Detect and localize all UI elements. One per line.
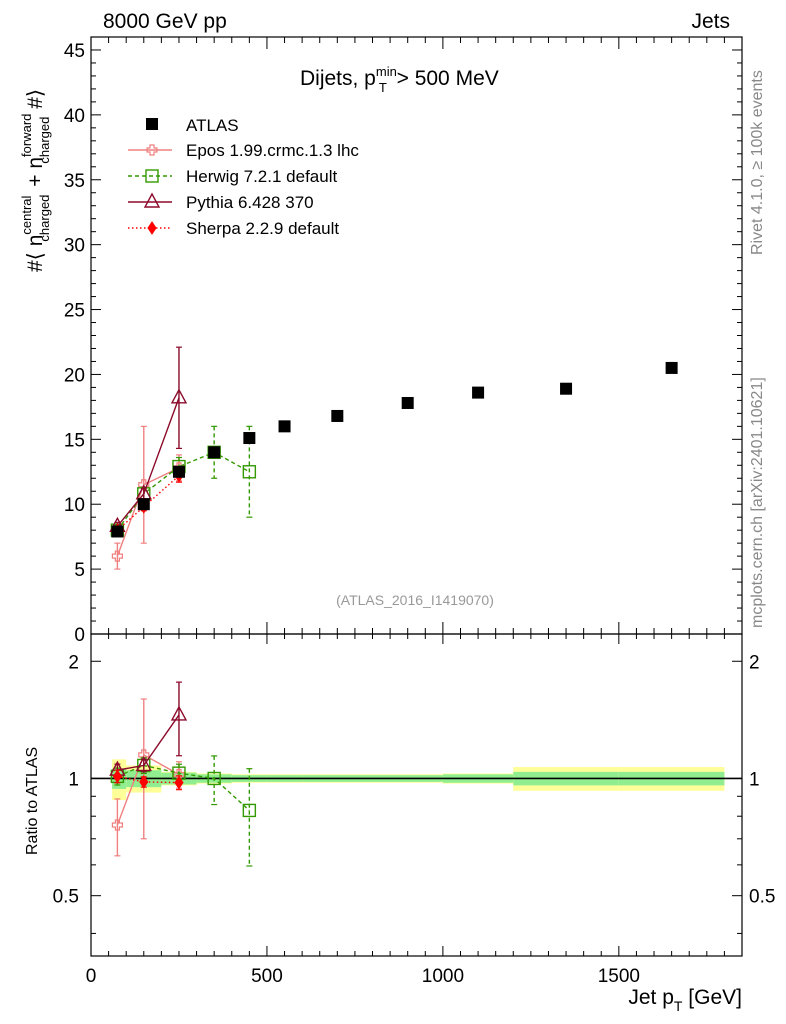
x-axis: 0 500 1000 1500 [86, 37, 743, 987]
ratio-data-point [139, 774, 149, 789]
ratio-data-point [174, 775, 184, 790]
atlas-data-point [331, 409, 344, 422]
y-tick-label: 40 [64, 106, 85, 127]
x-axis-label: Jet pT [GeV] [628, 986, 742, 1014]
legend-marker [145, 169, 159, 183]
data-point [111, 550, 123, 562]
ylabel-sup1: central [19, 195, 34, 234]
y-tick-label: 25 [64, 301, 85, 322]
main-y-axis: 0 5 10 15 20 25 30 35 40 45 [64, 36, 742, 646]
series-1 [110, 425, 257, 537]
ratio-y-axis-label: Ratio to ATLAS [24, 747, 41, 855]
legend-label: Epos 1.99.crmc.1.3 lhc [186, 141, 359, 160]
ratio-y-tick-label-right: 2 [749, 652, 760, 673]
ylabel-c: #⟩ [24, 89, 47, 115]
data-point [170, 388, 188, 404]
atlas-data-point [560, 382, 573, 395]
y-tick-label: 5 [74, 560, 85, 581]
chart-title: Dijets, pmin T > 500 MeV [300, 64, 499, 95]
ylabel-sup2: forward [19, 114, 34, 157]
legend-label: Herwig 7.2.1 default [186, 167, 337, 186]
atlas-data-point [172, 465, 185, 478]
legend-marker [147, 221, 157, 235]
legend: ATLAS Epos 1.99.crmc.1.3 lhc Herwig 7.2.1 … [128, 116, 359, 238]
series-0 [111, 425, 185, 570]
ratio-y-axis: 0.5 0.5 1 1 2 2 [53, 652, 775, 934]
ratio-data-point [111, 819, 123, 831]
xlabel-rest: [GeV] [682, 986, 742, 1009]
y-tick-label: 10 [64, 495, 85, 516]
analysis-watermark: (ATLAS_2016_I1419070) [336, 592, 494, 608]
ratio-y-tick-label: 0.5 [53, 887, 79, 908]
title-rest: > 500 MeV [391, 67, 499, 90]
y-tick-label: 0 [74, 625, 85, 646]
atlas-data-point [208, 446, 221, 459]
title-sup: min [376, 64, 397, 79]
series-line [116, 451, 250, 531]
xlabel-sub: T [674, 998, 683, 1014]
side-mcplots-label: mcplots.cern.ch [arXiv:2401.10621] [749, 377, 766, 628]
atlas-data-point [401, 396, 414, 409]
legend-label: Sherpa 2.2.9 default [186, 219, 339, 238]
atlas-data-point [472, 386, 485, 399]
ratio-data-point [242, 803, 257, 818]
x-tick-label: 1500 [598, 966, 640, 987]
ratio-y-tick-label-right: 1 [749, 769, 760, 790]
legend-label-atlas: ATLAS [186, 116, 239, 135]
legend-label: Pythia 6.428 370 [186, 193, 314, 212]
title-sub: T [379, 80, 387, 95]
ylabel-sub2: charged [37, 117, 52, 164]
atlas-data-point [111, 525, 124, 538]
ratio-data-point [112, 769, 122, 784]
title-main: Dijets, p [300, 67, 376, 90]
data-point [242, 465, 257, 479]
atlas-data-point [278, 420, 291, 433]
legend-marker-atlas [146, 118, 158, 130]
xlabel-main: Jet p [628, 986, 674, 1009]
series-atlas [111, 361, 678, 538]
x-tick-label: 1000 [422, 966, 464, 987]
y-tick-label: 15 [64, 430, 85, 451]
ylabel-sub1: charged [37, 195, 52, 242]
y-tick-label: 30 [64, 236, 85, 257]
atlas-data-point [243, 432, 256, 445]
ratio-bands [112, 759, 725, 801]
y-tick-label: 45 [64, 41, 85, 62]
x-tick-label: 500 [251, 966, 283, 987]
main-y-axis-label: #⟨ ncentral charged + nforward charged #⟩ [19, 89, 52, 272]
ratio-y-tick-label: 2 [68, 652, 79, 673]
ylabel-a: #⟨ n [24, 235, 47, 272]
ratio-data-point [207, 771, 221, 786]
x-tick-label: 0 [86, 966, 97, 987]
y-tick-label: 35 [64, 171, 85, 192]
ratio-series-3 [112, 769, 184, 791]
ylabel-b: + n [24, 157, 47, 193]
ratio-data-point [135, 755, 152, 772]
ratio-series-line [117, 775, 179, 784]
ratio-frame [90, 633, 743, 957]
ratio-y-tick-label-right: 0.5 [749, 887, 775, 908]
ratio-series-line [117, 714, 180, 771]
header-left-label: 8000 GeV pp [103, 10, 227, 33]
ratio-data-point [170, 705, 188, 721]
atlas-data-point [665, 361, 678, 374]
legend-marker [146, 144, 158, 156]
legend-marker [143, 192, 161, 208]
side-rivet-label: Rivet 4.1.0, ≥ 100k events [749, 70, 766, 255]
atlas-data-point [137, 498, 150, 511]
y-tick-label: 20 [64, 365, 85, 386]
ratio-y-tick-label: 1 [68, 769, 79, 790]
header-right-label: Jets [691, 10, 730, 33]
